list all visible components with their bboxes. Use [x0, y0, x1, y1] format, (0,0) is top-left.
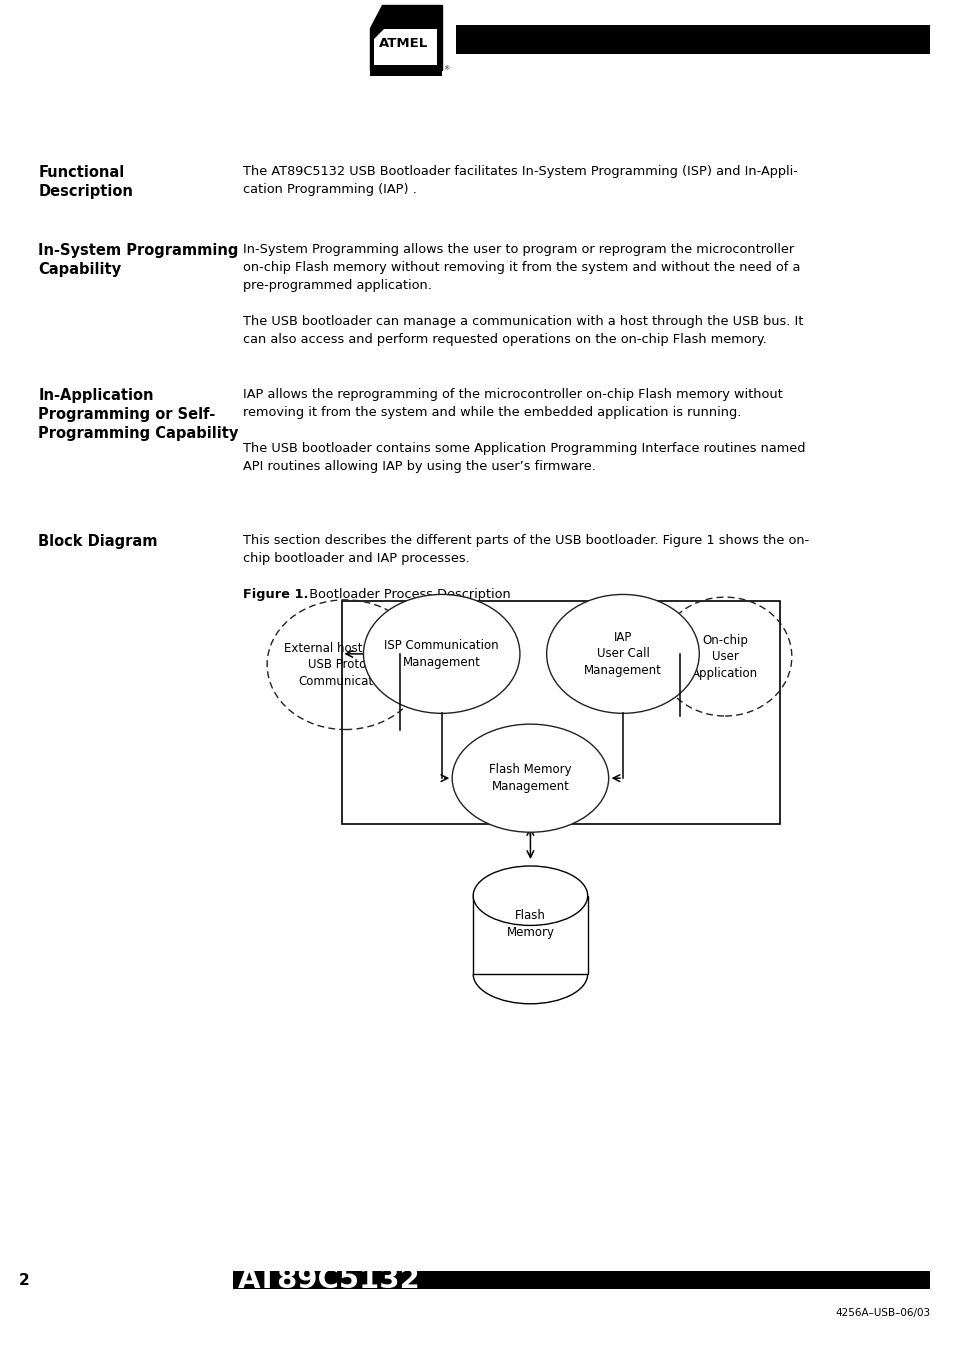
Text: ISP Communication
Management: ISP Communication Management: [384, 639, 498, 669]
Text: Flash Memory
Management: Flash Memory Management: [489, 763, 571, 793]
Text: IAP allows the reprogramming of the microcontroller on-chip Flash memory without: IAP allows the reprogramming of the micr…: [243, 388, 805, 473]
Text: ®: ®: [443, 66, 450, 72]
Polygon shape: [374, 30, 436, 65]
Ellipse shape: [363, 594, 519, 713]
Bar: [456, 24, 929, 54]
Polygon shape: [370, 5, 441, 70]
Text: Functional
Description: Functional Description: [38, 165, 132, 199]
Bar: [370, 66, 441, 76]
Ellipse shape: [452, 724, 608, 832]
Text: In-System Programming allows the user to program or reprogram the microcontrolle: In-System Programming allows the user to…: [243, 243, 802, 346]
Text: In-System Programming
Capability: In-System Programming Capability: [38, 243, 238, 277]
Text: ATMEL: ATMEL: [379, 36, 428, 50]
Text: Bootloader Process Description: Bootloader Process Description: [300, 588, 510, 601]
Text: AT89C5132: AT89C5132: [237, 1266, 420, 1294]
Text: Flash
Memory: Flash Memory: [506, 909, 554, 939]
Text: 2: 2: [19, 1273, 30, 1288]
Text: This section describes the different parts of the USB bootloader. Figure 1 shows: This section describes the different par…: [243, 534, 809, 565]
Bar: [233, 1271, 929, 1289]
Text: 4256A–USB–06/03: 4256A–USB–06/03: [834, 1308, 929, 1317]
Text: External host via the
USB Protocol
Communication: External host via the USB Protocol Commu…: [283, 642, 407, 688]
Text: Figure 1.: Figure 1.: [243, 588, 309, 601]
Text: In-Application
Programming or Self-
Programming Capability: In-Application Programming or Self- Prog…: [38, 388, 238, 442]
Ellipse shape: [473, 866, 587, 925]
Bar: [341, 601, 780, 824]
Text: Block Diagram: Block Diagram: [38, 534, 157, 549]
Bar: [473, 896, 587, 974]
Text: IAP
User Call
Management: IAP User Call Management: [583, 631, 661, 677]
Text: The AT89C5132 USB Bootloader facilitates In-System Programming (ISP) and In-Appl: The AT89C5132 USB Bootloader facilitates…: [243, 165, 798, 196]
Ellipse shape: [546, 594, 699, 713]
Text: On-chip
User
Application: On-chip User Application: [691, 634, 758, 680]
